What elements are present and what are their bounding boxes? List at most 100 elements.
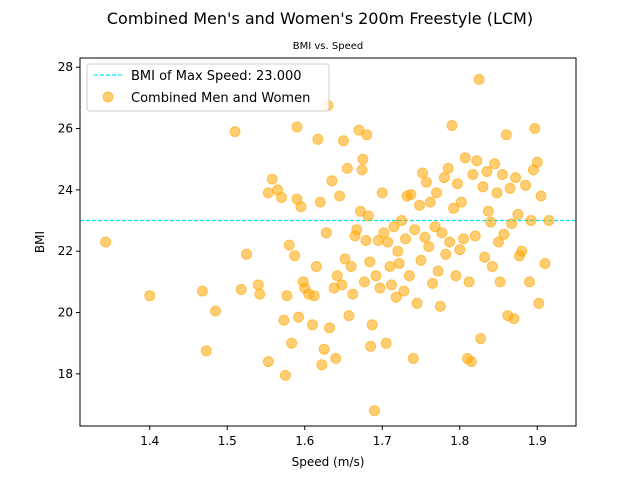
scatter-point — [378, 227, 390, 239]
legend-series-label: Combined Men and Women — [131, 91, 310, 106]
scatter-point — [380, 337, 392, 349]
scatter-point — [494, 276, 506, 288]
scatter-point — [438, 172, 450, 184]
scatter-point — [520, 179, 532, 191]
scatter-point — [369, 405, 380, 417]
scatter-point — [535, 190, 547, 202]
legend-series-marker-icon — [102, 91, 114, 103]
scatter-point — [405, 189, 417, 200]
scatter-point — [448, 202, 460, 214]
scatter-point — [485, 216, 497, 228]
scatter-point — [364, 256, 376, 268]
x-axis-label: Speed (m/s) — [292, 455, 365, 469]
scatter-point — [366, 319, 378, 331]
scatter-point — [498, 228, 510, 240]
scatter-point — [414, 199, 425, 211]
scatter-point — [339, 253, 351, 265]
x-tick-label: 1.5 — [218, 434, 237, 448]
scatter-point — [358, 276, 370, 288]
scatter-point — [442, 162, 454, 174]
scatter-point — [491, 187, 503, 199]
scatter-point — [400, 233, 411, 245]
scatter-point — [262, 356, 274, 368]
scatter-point — [241, 248, 253, 260]
scatter-point — [512, 208, 524, 220]
scatter-point — [334, 190, 346, 202]
scatter-point — [463, 276, 475, 288]
scatter-point — [286, 337, 298, 349]
y-tick-label: 24 — [58, 183, 73, 197]
scatter-point — [429, 221, 441, 233]
scatter-point — [345, 261, 357, 272]
scatter-point — [531, 156, 543, 168]
scatter-point — [210, 305, 222, 317]
legend: BMI of Max Speed: 23.000 Combined Men an… — [86, 63, 330, 112]
scatter-point — [454, 244, 466, 256]
scatter-point — [382, 236, 394, 248]
scatter-point — [235, 284, 247, 295]
scatter-point — [475, 333, 487, 345]
scatter-point — [434, 300, 446, 312]
scatter-point — [293, 311, 305, 323]
scatter-point — [347, 288, 359, 300]
scatter-point — [504, 182, 516, 194]
y-tick-label: 28 — [58, 60, 73, 74]
scatter-point — [324, 322, 335, 334]
scatter-point — [307, 319, 318, 331]
scatter-point — [500, 129, 512, 141]
scatter-point — [486, 261, 498, 272]
scatter-point — [310, 261, 322, 272]
scatter-point — [407, 353, 419, 364]
scatter-point — [403, 270, 415, 282]
scatter-point — [516, 245, 528, 257]
y-tick-label: 22 — [58, 244, 73, 258]
scatter-point — [477, 181, 489, 193]
scatter-point — [398, 285, 410, 297]
scatter-point — [465, 356, 477, 368]
scatter-point — [362, 210, 374, 222]
scatter-point — [289, 250, 301, 262]
scatter-point — [450, 270, 462, 282]
scatter-point — [308, 290, 320, 302]
scatter-point — [388, 221, 400, 233]
scatter-point — [196, 285, 208, 297]
scatter-point — [508, 313, 520, 325]
legend-reference-line-label: BMI of Max Speed: 23.000 — [131, 69, 302, 84]
scatter-point — [446, 120, 458, 131]
scatter-point — [144, 290, 156, 302]
scatter-point — [291, 121, 303, 133]
scatter-point — [482, 205, 494, 217]
scatter-point — [436, 227, 448, 239]
scatter-point — [295, 201, 307, 213]
scatter-point — [314, 196, 326, 208]
scatter-point — [420, 176, 432, 188]
scatter-point — [419, 231, 431, 243]
scatter-point — [376, 187, 388, 199]
scatter-point — [360, 235, 372, 246]
scatter-point — [276, 192, 287, 203]
scatter-point — [336, 279, 348, 291]
scatter-point — [411, 297, 423, 309]
scatter-point — [431, 187, 442, 199]
y-tick-label: 20 — [58, 306, 73, 320]
scatter-point — [370, 270, 382, 282]
scatter-point — [278, 314, 290, 326]
x-tick-label: 1.8 — [450, 434, 469, 448]
scatter-point — [496, 169, 508, 180]
scatter-point — [254, 288, 266, 300]
scatter-point — [440, 248, 452, 260]
y-tick-label: 26 — [58, 122, 73, 136]
scatter-point — [326, 175, 338, 187]
scatter-point — [506, 218, 518, 230]
scatter-point — [365, 340, 377, 352]
scatter-point — [458, 233, 470, 245]
scatter-point — [262, 187, 274, 199]
scatter-point — [283, 239, 295, 251]
y-tick-label: 18 — [58, 367, 73, 381]
scatter-point — [229, 126, 241, 138]
scatter-point — [357, 153, 369, 165]
scatter-point — [341, 162, 353, 174]
scatter-point — [356, 164, 368, 176]
scatter-point — [252, 279, 264, 291]
